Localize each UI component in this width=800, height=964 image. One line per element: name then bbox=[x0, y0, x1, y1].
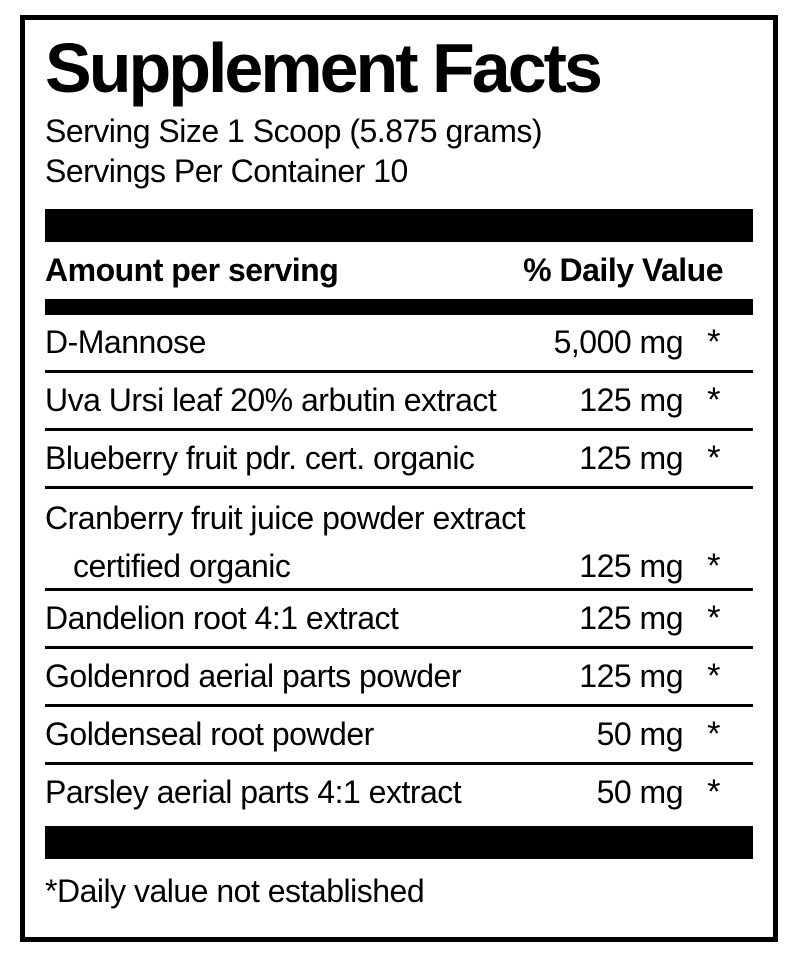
divider-bar-header bbox=[45, 298, 753, 315]
table-row: Goldenseal root powder 50 mg * bbox=[45, 703, 753, 762]
panel-title: Supplement Facts bbox=[45, 29, 603, 107]
ingredient-amount: 125 mg bbox=[579, 381, 683, 418]
ingredient-amount: 50 mg bbox=[596, 715, 684, 752]
table-row: Blueberry fruit pdr. cert. organic 125 m… bbox=[45, 427, 753, 486]
daily-value-asterisk: * bbox=[707, 380, 720, 419]
ingredient-name-line2: certified organic bbox=[73, 547, 291, 584]
ingredient-name: Cranberry fruit juice powder extract bbox=[45, 499, 525, 536]
daily-value-footnote: *Daily value not established bbox=[45, 872, 425, 909]
servings-per-container-line: Servings Per Container 10 bbox=[45, 152, 408, 189]
ingredient-name: Goldenseal root powder bbox=[45, 715, 374, 752]
table-row: Dandelion root 4:1 extract 125 mg * bbox=[45, 587, 753, 646]
supplement-facts-panel: Supplement Facts Serving Size 1 Scoop (5… bbox=[20, 15, 778, 942]
daily-value-asterisk: * bbox=[707, 772, 720, 811]
ingredient-amount: 50 mg bbox=[596, 773, 684, 810]
divider-bar-top bbox=[45, 208, 753, 242]
ingredient-name: Goldenrod aerial parts powder bbox=[45, 657, 461, 694]
daily-value-asterisk: * bbox=[707, 438, 720, 477]
table-row: Uva Ursi leaf 20% arbutin extract 125 mg… bbox=[45, 369, 753, 428]
ingredient-name-continued-line: certified organic 125 mg * bbox=[45, 542, 753, 590]
table-row: D-Mannose 5,000 mg * bbox=[45, 315, 753, 370]
serving-size-line: Serving Size 1 Scoop (5.875 grams) bbox=[45, 112, 543, 149]
amount-per-serving-header: Amount per serving bbox=[45, 251, 339, 288]
ingredient-rows: D-Mannose 5,000 mg * Uva Ursi leaf 20% a… bbox=[45, 315, 753, 820]
divider-bar-bottom bbox=[45, 825, 753, 859]
table-row: Cranberry fruit juice powder extract cer… bbox=[45, 485, 753, 590]
daily-value-asterisk: * bbox=[707, 656, 720, 695]
ingredient-amount: 125 mg bbox=[579, 547, 683, 584]
daily-value-asterisk: * bbox=[707, 322, 720, 361]
column-header-row: Amount per serving % Daily Value bbox=[45, 242, 753, 299]
daily-value-header: % Daily Value bbox=[523, 251, 723, 288]
serving-info: Serving Size 1 Scoop (5.875 grams) Servi… bbox=[45, 111, 753, 191]
ingredient-name: Dandelion root 4:1 extract bbox=[45, 599, 399, 636]
table-row: Parsley aerial parts 4:1 extract 50 mg * bbox=[45, 761, 753, 820]
daily-value-asterisk: * bbox=[707, 546, 720, 585]
daily-value-asterisk: * bbox=[707, 714, 720, 753]
table-row: Goldenrod aerial parts powder 125 mg * bbox=[45, 645, 753, 704]
ingredient-amount: 125 mg bbox=[579, 599, 683, 636]
daily-value-asterisk: * bbox=[707, 598, 720, 637]
ingredient-name: D-Mannose bbox=[45, 323, 206, 360]
ingredient-amount: 125 mg bbox=[579, 657, 683, 694]
ingredient-name: Parsley aerial parts 4:1 extract bbox=[45, 773, 462, 810]
ingredient-amount: 5,000 mg bbox=[553, 323, 684, 360]
ingredient-amount: 125 mg bbox=[579, 439, 683, 476]
ingredient-name: Uva Ursi leaf 20% arbutin extract bbox=[45, 381, 497, 418]
ingredient-name: Blueberry fruit pdr. cert. organic bbox=[45, 439, 475, 476]
